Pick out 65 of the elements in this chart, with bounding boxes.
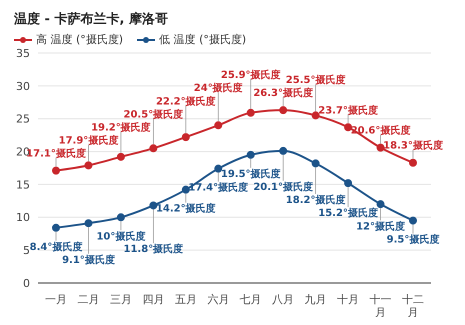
data-label: 8.4°摄氏度: [30, 240, 82, 253]
point: [52, 224, 60, 232]
point: [376, 144, 385, 152]
y-tick-label: 25: [16, 112, 30, 126]
data-label: 18.2°摄氏度: [286, 194, 346, 206]
point: [279, 146, 288, 155]
x-tick-label: 八月: [272, 293, 294, 306]
data-label: 19.5°摄氏度: [220, 168, 281, 180]
legend-label: 高 温度 (°摄氏度): [36, 32, 124, 47]
y-tick-label: 0: [23, 276, 30, 290]
point: [84, 219, 92, 228]
data-label: 11.8°摄氏度: [124, 243, 184, 256]
point: [409, 158, 417, 167]
data-label: 14.2°摄氏度: [156, 202, 216, 215]
point: [116, 213, 125, 222]
data-label: 22.2°摄氏度: [156, 95, 216, 108]
data-label: 9.1°摄氏度: [62, 254, 115, 266]
data-label: 23.7°摄氏度: [318, 104, 378, 116]
point: [409, 216, 417, 225]
data-label: 25.9°摄氏度: [220, 69, 281, 81]
point: [84, 161, 92, 170]
x-tick-label: 二月: [77, 293, 100, 306]
y-tick-label: 15: [16, 178, 30, 192]
point: [312, 111, 320, 120]
x-tick-label: 七月: [240, 293, 262, 306]
x-tick-label: 九月: [304, 293, 327, 306]
data-label: 26.3°摄氏度: [253, 87, 314, 100]
point: [376, 200, 385, 208]
point: [149, 144, 158, 152]
y-tick-label: 5: [23, 244, 30, 258]
x-tick-label: 三月: [110, 293, 132, 306]
data-label: 19.2°摄氏度: [91, 121, 151, 134]
data-label: 9.5°摄氏度: [386, 234, 440, 246]
point: [344, 179, 352, 188]
data-label: 20.1°摄氏度: [253, 180, 314, 193]
x-tick-label: 四月: [142, 293, 164, 306]
point: [344, 123, 352, 132]
point: [246, 108, 255, 117]
data-label: 10°摄氏度: [96, 230, 146, 242]
point: [149, 201, 158, 210]
point: [214, 164, 222, 173]
data-label: 18.3°摄氏度: [383, 140, 443, 152]
data-label: 17.9°摄氏度: [58, 134, 118, 147]
point: [312, 159, 320, 168]
x-tick-label: 十月: [337, 293, 360, 306]
data-label: 15.2°摄氏度: [318, 207, 378, 220]
data-label: 20.5°摄氏度: [124, 108, 184, 120]
data-label: 25.5°摄氏度: [286, 74, 346, 86]
x-tick-label: 五月: [174, 293, 197, 306]
point: [182, 186, 190, 194]
point: [182, 133, 190, 142]
point: [52, 166, 60, 175]
chart-title: 温度 - 卡萨布兰卡, 摩洛哥: [13, 10, 169, 28]
legend-label: 低 温度 (°摄氏度): [159, 32, 246, 47]
point: [214, 121, 222, 130]
point: [279, 106, 288, 114]
point: [116, 152, 125, 161]
x-tick-label: 六月: [207, 293, 230, 306]
point: [246, 150, 255, 159]
y-tick-label: 30: [16, 80, 30, 93]
x-tick-label: 一月: [45, 293, 67, 306]
data-label: 24°摄氏度: [194, 82, 243, 94]
data-label: 12°摄氏度: [356, 220, 406, 232]
y-tick-label: 35: [16, 46, 30, 60]
y-tick-label: 10: [16, 211, 30, 224]
